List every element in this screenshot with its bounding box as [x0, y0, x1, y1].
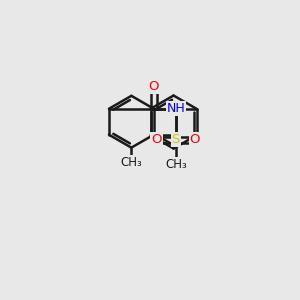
Text: S: S	[172, 133, 180, 146]
Text: O: O	[190, 133, 200, 146]
Text: NH: NH	[167, 102, 185, 115]
Text: CH₃: CH₃	[165, 158, 187, 171]
Text: N: N	[171, 102, 181, 115]
Text: O: O	[152, 133, 162, 146]
Text: O: O	[148, 80, 159, 93]
Text: CH₃: CH₃	[121, 156, 142, 169]
